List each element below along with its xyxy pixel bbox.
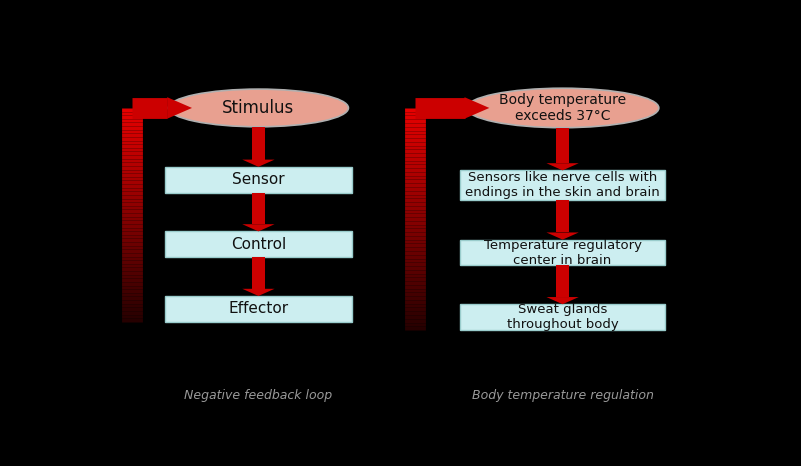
Text: Stimulus: Stimulus — [223, 99, 295, 117]
FancyBboxPatch shape — [460, 304, 665, 330]
Polygon shape — [242, 224, 275, 232]
FancyBboxPatch shape — [460, 171, 665, 200]
Polygon shape — [252, 192, 264, 224]
Text: Body temperature
exceeds 37°C: Body temperature exceeds 37°C — [499, 93, 626, 123]
Polygon shape — [557, 266, 569, 297]
Polygon shape — [557, 200, 569, 233]
FancyBboxPatch shape — [460, 240, 665, 266]
Polygon shape — [167, 97, 192, 119]
Polygon shape — [252, 257, 264, 289]
Text: Control: Control — [231, 237, 286, 252]
Text: Sensor: Sensor — [232, 172, 284, 187]
Polygon shape — [546, 163, 579, 171]
FancyBboxPatch shape — [165, 167, 352, 192]
Ellipse shape — [168, 89, 348, 127]
FancyBboxPatch shape — [165, 296, 352, 322]
Text: Negative feedback loop: Negative feedback loop — [184, 389, 332, 402]
Text: Body temperature regulation: Body temperature regulation — [472, 389, 654, 402]
Polygon shape — [546, 233, 579, 240]
Text: Sensors like nerve cells with
endings in the skin and brain: Sensors like nerve cells with endings in… — [465, 171, 660, 199]
Text: Effector: Effector — [228, 302, 288, 316]
Polygon shape — [252, 127, 264, 160]
Polygon shape — [242, 160, 275, 167]
Text: Temperature regulatory
center in brain: Temperature regulatory center in brain — [484, 239, 642, 267]
Polygon shape — [557, 128, 569, 163]
Polygon shape — [546, 297, 579, 304]
Polygon shape — [465, 97, 489, 119]
Text: Sweat glands
throughout body: Sweat glands throughout body — [507, 303, 618, 331]
Polygon shape — [242, 289, 275, 296]
FancyBboxPatch shape — [165, 232, 352, 257]
Ellipse shape — [466, 88, 658, 128]
